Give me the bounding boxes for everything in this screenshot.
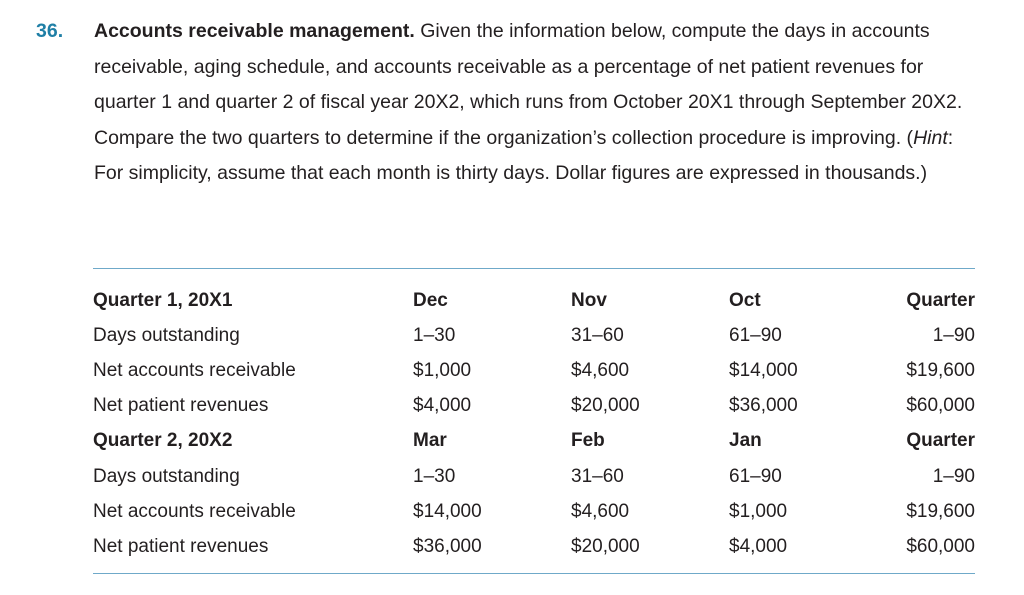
table-cell: Jan (729, 430, 762, 452)
table-cell: $19,600 (906, 359, 975, 381)
table-cell: $4,000 (413, 395, 472, 417)
problem-36: 36. Accounts receivable management. Give… (36, 14, 986, 192)
hint-label: Hint (913, 126, 948, 149)
table-cell: $60,000 (906, 395, 975, 417)
problem-text: Accounts receivable management. Given th… (94, 14, 982, 192)
table-cell: $60,000 (906, 535, 975, 557)
table-cell: $4,000 (729, 535, 788, 557)
table-cell: Dec (413, 289, 448, 311)
table-row: Days outstanding 1–30 31–60 61–90 1–90 (93, 318, 975, 353)
problem-body: Given the information below, compute the… (94, 20, 963, 149)
row-label-cell: Net accounts receivable (93, 359, 296, 381)
table-cell: $14,000 (413, 500, 482, 522)
table-cell: 1–30 (413, 465, 456, 487)
table-row: Days outstanding 1–30 31–60 61–90 1–90 (93, 459, 975, 494)
table-cell: $20,000 (571, 395, 640, 417)
table-body: Quarter 1, 20X1 Dec Nov Oct Quarter Days outs… (93, 283, 975, 565)
table-header-row: Quarter 2, 20X2 Mar Feb Jan Quarter (93, 424, 975, 459)
table-row: Net patient revenues $36,000 $20,000 $4,000… (93, 529, 975, 564)
table-cell: $36,000 (729, 395, 798, 417)
table-header-row: Quarter 1, 20X1 Dec Nov Oct Quarter (93, 283, 975, 318)
table-cell: Nov (571, 289, 607, 311)
table-cell: 31–60 (571, 465, 624, 487)
table-cell: $4,600 (571, 500, 630, 522)
table-cell: $19,600 (906, 500, 975, 522)
table-cell: 61–90 (729, 465, 782, 487)
table-cell: Quarter (906, 430, 975, 452)
table-cell: $1,000 (413, 359, 472, 381)
table-cell: Feb (571, 430, 605, 452)
row-label-cell: Quarter 1, 20X1 (93, 289, 233, 311)
problem-number: 36. (36, 20, 64, 42)
table-cell: 1–30 (413, 324, 456, 346)
table-cell: 61–90 (729, 324, 782, 346)
table-cell: $14,000 (729, 359, 798, 381)
table-cell: $1,000 (729, 500, 788, 522)
table-row: Net patient revenues $4,000 $20,000 $36,000… (93, 389, 975, 424)
row-label-cell: Net patient revenues (93, 395, 269, 417)
hint-text: : For simplicity, assume that each month… (94, 126, 954, 185)
table-bottom-rule (93, 572, 975, 574)
table-cell: Oct (729, 289, 761, 311)
receivables-table-container: Quarter 1, 20X1 Dec Nov Oct Quarter Days outs… (93, 268, 975, 574)
row-label-cell: Net accounts receivable (93, 500, 296, 522)
receivables-table: Quarter 1, 20X1 Dec Nov Oct Quarter Days outs… (93, 283, 975, 565)
table-cell: $36,000 (413, 535, 482, 557)
row-label-cell: Days outstanding (93, 324, 240, 346)
table-cell: Quarter (906, 289, 975, 311)
table-cell: 1–90 (932, 465, 975, 487)
problem-title: Accounts receivable management. (94, 20, 415, 42)
table-cell: Mar (413, 430, 447, 452)
table-cell: 31–60 (571, 324, 624, 346)
row-label-cell: Days outstanding (93, 465, 240, 487)
table-top-rule (93, 268, 975, 269)
table-cell: $4,600 (571, 359, 630, 381)
row-label-cell: Quarter 2, 20X2 (93, 430, 233, 452)
table-cell: $20,000 (571, 535, 640, 557)
table-row: Net accounts receivable $14,000 $4,600 $1,0… (93, 494, 975, 529)
table-cell: 1–90 (932, 324, 975, 346)
row-label-cell: Net patient revenues (93, 535, 269, 557)
table-row: Net accounts receivable $1,000 $4,600 $14,0… (93, 353, 975, 388)
